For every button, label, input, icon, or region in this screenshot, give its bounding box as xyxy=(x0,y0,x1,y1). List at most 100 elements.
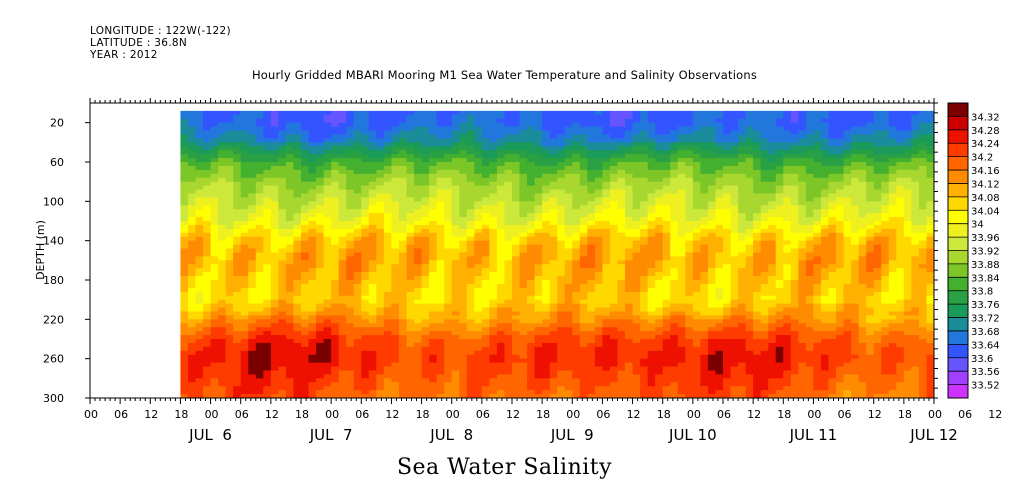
heatmap-cell xyxy=(662,201,671,206)
heatmap-cell xyxy=(640,291,649,297)
heatmap-cell xyxy=(368,252,377,257)
heatmap-cell xyxy=(489,366,498,372)
heatmap-cell xyxy=(602,287,611,293)
heatmap-cell xyxy=(640,169,649,175)
heatmap-cell xyxy=(240,335,249,340)
heatmap-cell xyxy=(353,319,362,324)
heatmap-cell xyxy=(429,272,438,277)
heatmap-cell xyxy=(519,221,528,226)
heatmap-cell xyxy=(376,205,385,210)
heatmap-cell xyxy=(527,268,536,273)
heatmap-cell xyxy=(534,358,543,364)
heatmap-cell xyxy=(512,362,521,368)
heatmap-cell xyxy=(338,181,347,187)
heatmap-cell xyxy=(677,350,686,356)
heatmap-cell xyxy=(414,303,423,309)
heatmap-cell xyxy=(564,181,573,187)
heatmap-cell xyxy=(496,201,506,206)
heatmap-cell xyxy=(421,366,430,372)
heatmap-cell xyxy=(383,236,393,242)
heatmap-cell xyxy=(278,378,287,383)
heatmap-cell xyxy=(323,339,332,344)
heatmap-cell xyxy=(647,339,656,344)
heatmap-cell xyxy=(662,382,671,387)
heatmap-cell xyxy=(270,173,279,179)
heatmap-cell xyxy=(323,224,332,230)
heatmap-cell xyxy=(414,287,423,293)
heatmap-cell xyxy=(587,390,596,395)
heatmap-cell xyxy=(293,240,302,246)
heatmap-cell xyxy=(632,181,641,187)
heatmap-cell xyxy=(368,154,377,159)
heatmap-cell xyxy=(248,280,257,285)
heatmap-cell xyxy=(564,323,573,328)
heatmap-cell xyxy=(180,205,189,210)
heatmap-cell xyxy=(602,374,611,379)
heatmap-cell xyxy=(353,142,362,147)
heatmap-cell xyxy=(557,185,566,191)
heatmap-cell xyxy=(436,244,445,250)
heatmap-cell xyxy=(285,236,295,242)
heatmap-cell xyxy=(594,327,604,332)
heatmap-cell xyxy=(368,295,377,301)
heatmap-cell xyxy=(466,280,475,285)
heatmap-cell xyxy=(640,264,649,269)
heatmap-cell xyxy=(512,256,521,261)
heatmap-cell xyxy=(579,150,588,155)
heatmap-cell xyxy=(331,150,340,155)
heatmap-cell xyxy=(368,205,377,210)
heatmap-cell xyxy=(203,390,212,395)
heatmap-cell xyxy=(323,358,332,364)
heatmap-cell xyxy=(376,272,385,277)
heatmap-cell xyxy=(572,201,581,206)
heatmap-cell xyxy=(579,126,588,132)
heatmap-cell xyxy=(504,189,513,195)
heatmap-cell xyxy=(459,122,468,128)
heatmap-cell xyxy=(685,205,694,210)
heatmap-cell xyxy=(466,264,475,269)
heatmap-cell xyxy=(481,165,490,171)
heatmap-cell xyxy=(655,110,664,116)
heatmap-cell xyxy=(564,390,573,395)
heatmap-cell xyxy=(301,252,310,257)
heatmap-cell xyxy=(534,213,543,218)
heatmap-cell xyxy=(670,339,679,344)
heatmap-cell xyxy=(323,350,332,356)
heatmap-cell xyxy=(632,165,641,171)
heatmap-cell xyxy=(376,217,385,222)
heatmap-cell xyxy=(534,130,543,136)
heatmap-cell xyxy=(685,165,694,171)
heatmap-cell xyxy=(519,299,528,305)
heatmap-cell xyxy=(406,146,415,151)
heatmap-cell xyxy=(504,193,513,198)
heatmap-cell xyxy=(316,130,325,136)
heatmap-cell xyxy=(677,221,686,226)
heatmap-cell xyxy=(180,323,189,328)
heatmap-cell xyxy=(383,228,393,234)
heatmap-cell xyxy=(489,311,498,316)
heatmap-cell xyxy=(489,346,498,352)
heatmap-cell xyxy=(466,394,475,398)
heatmap-cell xyxy=(557,165,566,171)
heatmap-cell xyxy=(670,350,679,356)
heatmap-cell xyxy=(270,169,279,175)
heatmap-cell xyxy=(293,122,302,128)
heatmap-cell xyxy=(609,142,619,147)
heatmap-cell xyxy=(210,386,219,391)
heatmap-cell xyxy=(383,177,393,183)
heatmap-cell xyxy=(444,362,453,368)
heatmap-cell xyxy=(316,256,325,261)
heatmap-cell xyxy=(255,311,264,316)
heatmap-cell xyxy=(474,162,483,167)
heatmap-cell xyxy=(255,256,264,261)
heatmap-cell xyxy=(248,134,257,139)
heatmap-cell xyxy=(316,287,325,293)
heatmap-cell xyxy=(572,358,581,364)
heatmap-cell xyxy=(233,354,242,360)
heatmap-cell xyxy=(466,354,475,360)
heatmap-cell xyxy=(602,386,611,391)
heatmap-cell xyxy=(429,173,438,179)
heatmap-cell xyxy=(293,165,302,171)
heatmap-cell xyxy=(557,122,566,128)
heatmap-cell xyxy=(625,205,634,210)
